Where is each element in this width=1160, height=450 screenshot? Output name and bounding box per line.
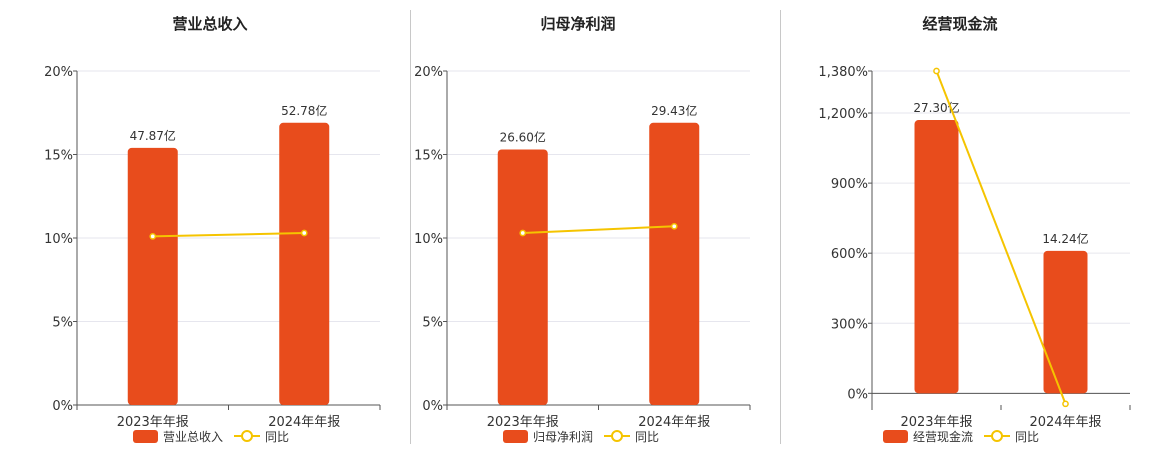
bar-data-label: 26.60亿: [500, 129, 546, 144]
legend-bar-swatch: [503, 430, 528, 443]
legend-line-marker: [241, 430, 253, 442]
yoy-line: [522, 225, 675, 234]
bar-data-label: 52.78亿: [281, 103, 327, 118]
yoy-point: [933, 67, 940, 75]
y-tick-label: 1,380%: [818, 65, 868, 80]
bar-data-label: 29.43亿: [651, 103, 697, 118]
x-category-label: 2023年年报: [487, 415, 559, 430]
legend-line-marker: [991, 430, 1003, 442]
legend-bar-swatch: [133, 430, 158, 443]
legend-bar-label: 营业总收入: [163, 430, 223, 444]
legend-bar-swatch: [883, 430, 908, 443]
x-category-label: 2024年年报: [638, 415, 710, 430]
legend-line-label: 同比: [1015, 430, 1039, 444]
y-tick-label: 600%: [831, 247, 868, 262]
legend-line-marker: [611, 430, 623, 442]
yoy-point: [519, 229, 527, 237]
yoy-point: [300, 229, 308, 237]
bar-data-label: 27.30亿: [913, 100, 959, 115]
y-tick-label: 900%: [831, 177, 868, 192]
x-category-label: 2024年年报: [268, 415, 340, 430]
y-tick-label: 5%: [52, 316, 73, 331]
yoy-point: [1062, 400, 1069, 408]
y-tick-label: 20%: [414, 65, 443, 80]
y-tick-label: 10%: [44, 232, 73, 247]
y-tick-label: 15%: [44, 149, 73, 164]
bar: [497, 149, 548, 405]
yoy-point: [670, 222, 678, 230]
y-tick-label: 0%: [422, 399, 443, 414]
bar: [1043, 250, 1088, 394]
bar-data-label: 47.87亿: [130, 128, 176, 143]
panel-divider: [780, 10, 781, 444]
bar-data-label: 14.24亿: [1042, 231, 1088, 246]
bar: [127, 147, 178, 405]
yoy-line: [935, 70, 1067, 405]
bar: [649, 122, 700, 406]
x-category-label: 2023年年报: [117, 415, 189, 430]
y-tick-label: 10%: [414, 232, 443, 247]
bar: [914, 120, 959, 394]
y-tick-label: 0%: [52, 399, 73, 414]
x-category-label: 2024年年报: [1029, 415, 1101, 430]
x-category-label: 2023年年报: [900, 415, 972, 430]
y-tick-label: 15%: [414, 149, 443, 164]
chart-title: 归母净利润: [540, 15, 615, 33]
yoy-line: [152, 231, 305, 238]
legend-bar-label: 经营现金流: [913, 429, 973, 444]
y-tick-label: 1,200%: [818, 107, 868, 122]
yoy-point: [149, 232, 157, 240]
y-tick-label: 300%: [831, 317, 868, 332]
chart-title: 经营现金流: [922, 15, 997, 33]
legend-bar-label: 归母净利润: [533, 430, 593, 444]
legend-line-label: 同比: [635, 430, 659, 444]
chart-title: 营业总收入: [172, 15, 247, 33]
panel-divider: [410, 10, 411, 444]
y-tick-label: 20%: [44, 65, 73, 80]
y-tick-label: 5%: [422, 316, 443, 331]
y-tick-label: 0%: [847, 387, 868, 402]
legend-line-label: 同比: [265, 430, 289, 444]
bar: [279, 122, 330, 406]
